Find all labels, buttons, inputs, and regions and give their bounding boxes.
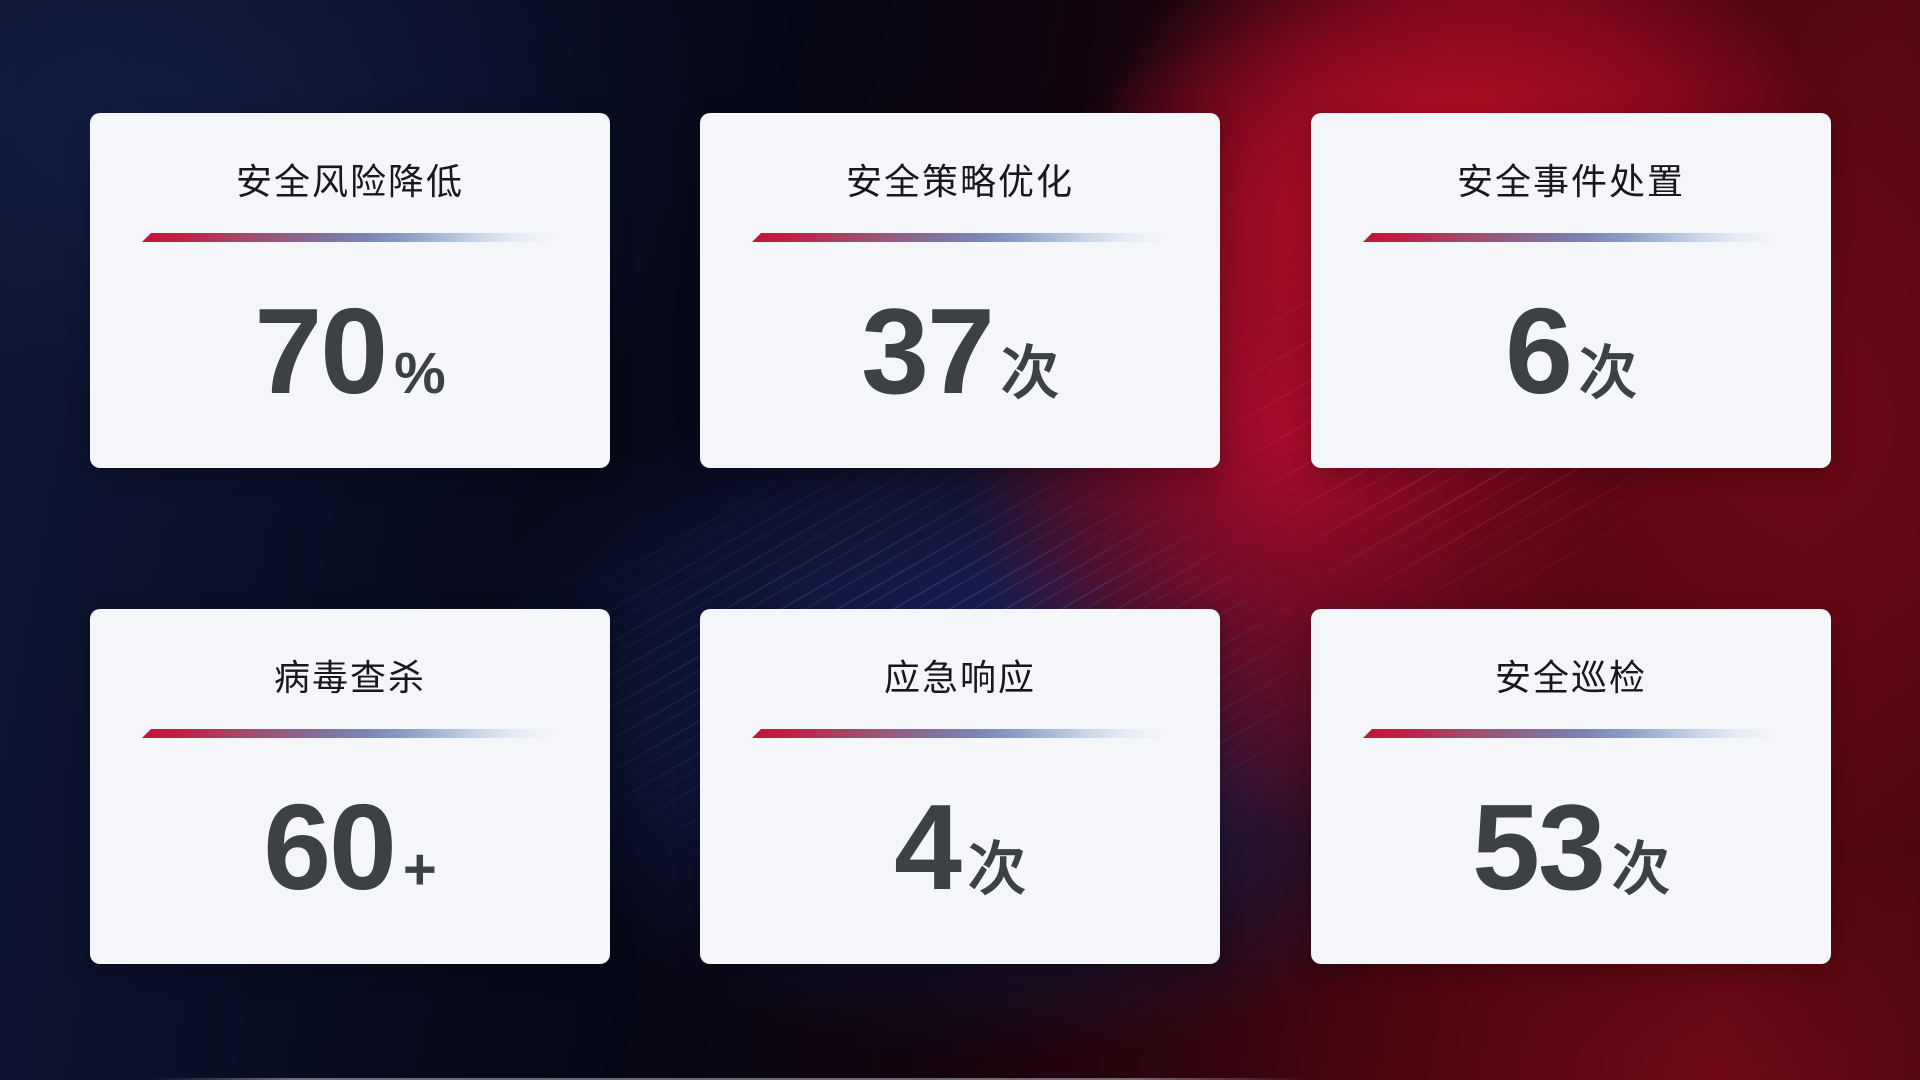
- stat-card-incident-handling: 安全事件处置 6 次: [1311, 113, 1831, 468]
- stat-unit: 次: [1611, 837, 1670, 902]
- stat-value-row: 70 %: [90, 290, 610, 412]
- stat-value: 70: [254, 283, 388, 419]
- card-title: 安全策略优化: [845, 161, 1074, 202]
- card-title: 安全风险降低: [235, 161, 464, 202]
- stat-value: 4: [894, 779, 962, 915]
- gradient-divider-line: [1363, 729, 1779, 738]
- stat-value-row: 6 次: [1311, 290, 1831, 412]
- stat-unit: 次: [1578, 341, 1637, 406]
- stat-value: 53: [1472, 779, 1606, 915]
- bottom-divider-line: [150, 1078, 1310, 1080]
- gradient-divider-line: [752, 233, 1168, 242]
- stat-card-virus-scan: 病毒查杀 60 +: [90, 609, 610, 964]
- stat-card-security-inspection: 安全巡检 53 次: [1311, 609, 1831, 964]
- stat-value: 37: [861, 283, 995, 419]
- stat-unit: +: [402, 837, 437, 902]
- stat-value-row: 4 次: [700, 786, 1220, 908]
- stat-value-row: 53 次: [1311, 786, 1831, 908]
- card-title: 应急响应: [883, 657, 1036, 698]
- stat-value: 60: [263, 779, 397, 915]
- card-title: 安全巡检: [1494, 657, 1647, 698]
- stat-value-row: 60 +: [90, 786, 610, 908]
- stat-card-risk-reduction: 安全风险降低 70 %: [90, 113, 610, 468]
- card-title: 病毒查杀: [273, 657, 426, 698]
- stat-unit: %: [394, 341, 446, 406]
- gradient-divider-line: [142, 729, 558, 738]
- stat-unit: 次: [1000, 341, 1059, 406]
- stat-value: 6: [1505, 283, 1573, 419]
- gradient-divider-line: [752, 729, 1168, 738]
- card-title: 安全事件处置: [1456, 161, 1685, 202]
- gradient-divider-line: [1363, 233, 1779, 242]
- stat-card-emergency-response: 应急响应 4 次: [700, 609, 1220, 964]
- stat-value-row: 37 次: [700, 290, 1220, 412]
- stat-card-policy-optimization: 安全策略优化 37 次: [700, 113, 1220, 468]
- gradient-divider-line: [142, 233, 558, 242]
- stat-unit: 次: [967, 837, 1026, 902]
